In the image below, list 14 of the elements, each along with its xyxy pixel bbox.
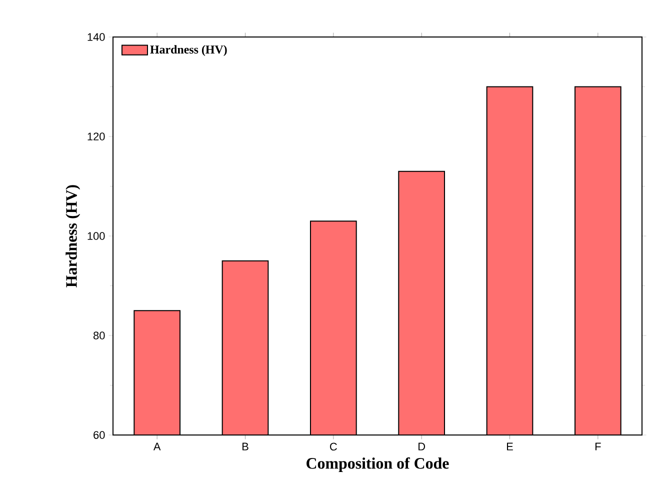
- y-tick-label: 80: [94, 332, 105, 340]
- y-tick-label: 100: [88, 232, 105, 240]
- x-axis-title: Composition of Code: [306, 457, 449, 472]
- x-tick-label: B: [242, 442, 248, 450]
- y-axis-title: Hardness (HV): [66, 185, 80, 288]
- x-tick-label: A: [153, 442, 161, 450]
- y-tick-label: 140: [88, 33, 105, 41]
- x-tick-label: D: [418, 442, 426, 450]
- x-tick-label: C: [330, 442, 337, 451]
- legend-label: Hardness (HV): [150, 45, 227, 56]
- x-tick-label: F: [595, 442, 601, 450]
- y-tick-label: 60: [94, 431, 105, 439]
- y-tick-label: 120: [88, 132, 105, 140]
- x-tick-label: E: [507, 442, 513, 450]
